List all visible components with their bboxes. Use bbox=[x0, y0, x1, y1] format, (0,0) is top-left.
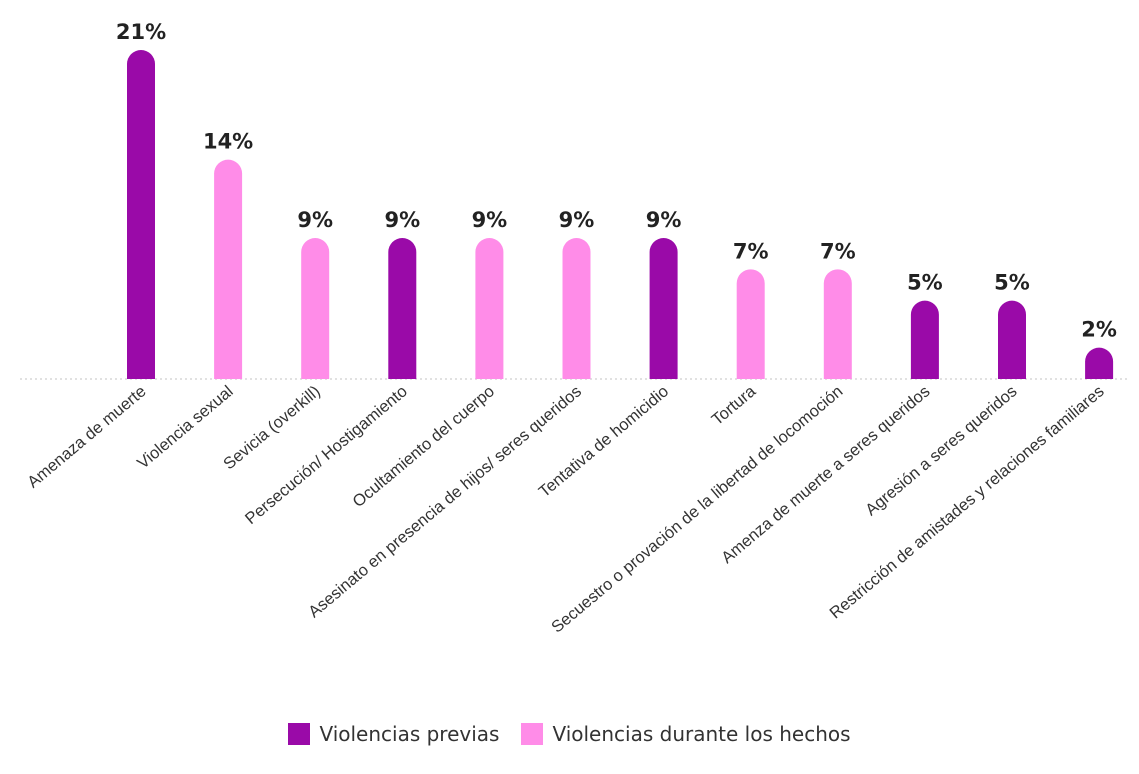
value-label-sevicia-overkill: 9% bbox=[297, 208, 333, 232]
value-label-amenza-de-muerte-a-seres-queridos: 5% bbox=[907, 271, 943, 295]
bar-ocultamiento-del-cuerpo bbox=[475, 238, 504, 379]
legend: Violencias previas Violencias durante lo… bbox=[0, 722, 1139, 746]
legend-item-violencias-durante: Violencias durante los hechos bbox=[521, 722, 851, 746]
tick-label-persecucion-hostigamiento: Persecución/ Hostigamiento bbox=[242, 382, 411, 528]
legend-item-violencias-previas: Violencias previas bbox=[288, 722, 499, 746]
bar-amenza-de-muerte-a-seres-queridos bbox=[910, 300, 939, 379]
tick-label-amenaza-de-muerte: Amenaza de muerte bbox=[24, 382, 149, 491]
value-label-secuestro-o-provacion-de-la-libertad-de-locomocion: 7% bbox=[820, 239, 856, 263]
tick-label-secuestro-o-provacion-de-la-libertad-de-locomocion: Secuestro o provación de la libertad de … bbox=[548, 382, 846, 636]
bar-amenaza-de-muerte bbox=[127, 50, 155, 379]
tick-label-agresion-a-seres-queridos: Agresión a seres queridos bbox=[862, 382, 1020, 519]
legend-label-violencias-durante: Violencias durante los hechos bbox=[552, 722, 851, 746]
value-label-persecucion-hostigamiento: 9% bbox=[384, 208, 420, 232]
value-label-ocultamiento-del-cuerpo: 9% bbox=[472, 208, 508, 232]
value-label-restriccion-de-amistades-y-relaciones-familiares: 2% bbox=[1081, 318, 1117, 342]
bar-tortura bbox=[736, 269, 765, 379]
bar-asesinato-en-presencia-de-hijos-seres-queridos bbox=[562, 238, 591, 379]
bar-persecucion-hostigamiento bbox=[388, 238, 417, 379]
value-label-violencia-sexual: 14% bbox=[203, 130, 253, 154]
value-label-tentativa-de-homicidio: 9% bbox=[646, 208, 682, 232]
legend-label-violencias-previas: Violencias previas bbox=[319, 722, 500, 746]
legend-swatch-violencias-previas bbox=[288, 723, 311, 745]
value-label-agresion-a-seres-queridos: 5% bbox=[994, 271, 1030, 295]
bar-agresion-a-seres-queridos bbox=[998, 300, 1026, 379]
bar-sevicia-overkill bbox=[301, 238, 330, 379]
bar-tentativa-de-homicidio bbox=[649, 238, 678, 379]
legend-swatch-violencias-durante bbox=[521, 723, 544, 745]
tick-label-ocultamiento-del-cuerpo: Ocultamiento del cuerpo bbox=[349, 382, 498, 511]
bar-restriccion-de-amistades-y-relaciones-familiares bbox=[1085, 347, 1114, 379]
value-label-tortura: 7% bbox=[733, 239, 769, 263]
bar-secuestro-o-provacion-de-la-libertad-de-locomocion bbox=[823, 269, 852, 379]
bar-violencia-sexual bbox=[214, 159, 243, 379]
value-label-amenaza-de-muerte: 21% bbox=[116, 20, 166, 44]
tick-label-tortura: Tortura bbox=[708, 382, 760, 429]
value-label-asesinato-en-presencia-de-hijos-seres-queridos: 9% bbox=[559, 208, 595, 232]
